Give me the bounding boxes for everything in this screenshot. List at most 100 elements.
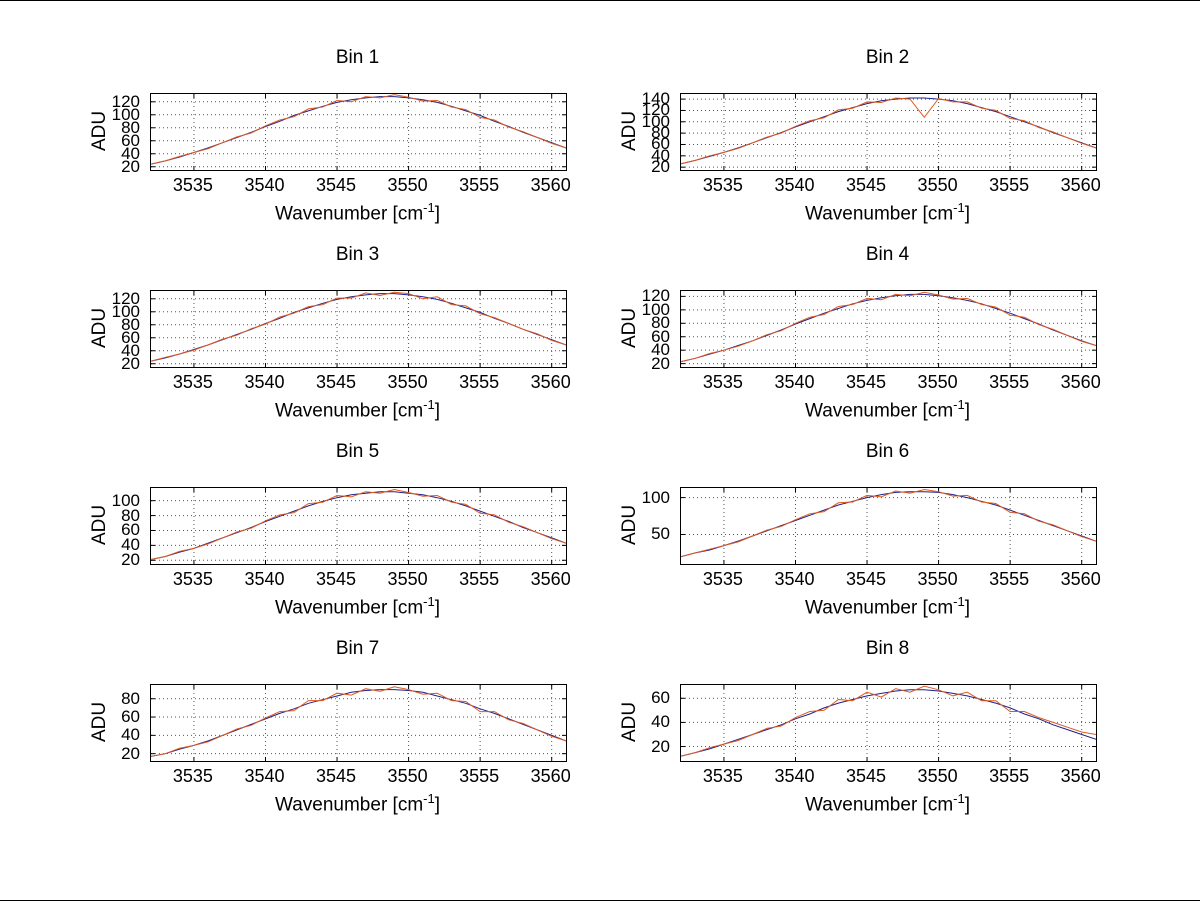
y-tick-label: 20 — [651, 353, 670, 373]
y-tick-label: 50 — [651, 524, 670, 544]
x-axis-label-sup: -1 — [423, 200, 435, 215]
y-tick-labels: 20 40 60 80 100 120 — [100, 91, 144, 175]
plot-svg — [681, 488, 1096, 564]
x-tick-labels: 3535 3540 3545 3550 3555 3560 — [680, 372, 1101, 394]
x-tick-label: 3550 — [387, 175, 428, 195]
x-axis-label-text: Wavenumber [cm — [274, 597, 424, 619]
plot-area — [680, 487, 1097, 565]
plot-svg — [151, 488, 566, 564]
subplot-bin-6: Bin 6 ADU 50 100 3535 3540 3545 3550 3555 3560… — [619, 437, 1150, 635]
x-tick-label: 3550 — [917, 569, 958, 589]
y-tick-labels: 50 100 — [630, 487, 674, 563]
x-tick-labels: 3535 3540 3545 3550 3555 3560 — [680, 569, 1101, 591]
subplot-title: Bin 7 — [335, 638, 380, 659]
plot-svg — [681, 291, 1096, 367]
plot-area — [150, 290, 567, 368]
x-tick-label: 3555 — [989, 766, 1030, 786]
x-tick-label: 3550 — [387, 372, 428, 392]
series-line-measured — [151, 291, 566, 362]
x-axis-label-sup: -1 — [423, 791, 435, 806]
subplot-bin-8: Bin 8 ADU 20 40 60 3535 3540 3545 3550 3555 356… — [619, 634, 1150, 832]
subplot-bin-1: Bin 1 ADU 20 40 60 80 100 120 3535 3540 3545 355… — [89, 43, 620, 241]
y-tick-label: 40 — [121, 143, 140, 163]
subplot-title: Bin 8 — [865, 638, 910, 659]
y-tick-label: 40 — [121, 535, 140, 555]
x-axis-label-close: ] — [434, 794, 440, 816]
y-tick-label: 80 — [121, 314, 140, 334]
y-tick-label: 100 — [111, 301, 140, 321]
x-tick-label: 3535 — [702, 569, 743, 589]
series-line-measured — [681, 97, 1096, 165]
y-tick-label: 100 — [641, 299, 670, 319]
x-tick-label: 3540 — [244, 175, 285, 195]
y-tick-labels: 20 40 60 — [630, 684, 674, 760]
x-tick-label: 3535 — [702, 175, 743, 195]
x-tick-labels: 3535 3540 3545 3550 3555 3560 — [150, 766, 571, 788]
y-tick-label: 120 — [641, 286, 670, 306]
y-tick-label: 60 — [121, 707, 140, 727]
x-tick-label: 3545 — [846, 372, 887, 392]
y-tick-label: 40 — [651, 712, 670, 732]
x-axis-label-sup: -1 — [953, 200, 965, 215]
series-line-measured — [681, 488, 1096, 558]
x-tick-labels: 3535 3540 3545 3550 3555 3560 — [680, 175, 1101, 197]
x-tick-labels: 3535 3540 3545 3550 3555 3560 — [680, 766, 1101, 788]
x-tick-label: 3560 — [1060, 569, 1101, 589]
y-tick-label: 100 — [111, 490, 140, 510]
subplot-bin-3: Bin 3 ADU 20 40 60 80 100 120 3535 3540 3545 355… — [89, 240, 620, 438]
plot-svg — [681, 94, 1096, 170]
subplot-title: Bin 5 — [335, 441, 380, 462]
y-tick-label: 20 — [121, 156, 140, 176]
y-tick-label: 60 — [121, 327, 140, 347]
y-tick-label: 20 — [121, 353, 140, 373]
x-axis-label-text: Wavenumber [cm — [274, 794, 424, 816]
x-tick-label: 3555 — [989, 569, 1030, 589]
plot-svg — [151, 291, 566, 367]
x-tick-label: 3545 — [316, 766, 357, 786]
y-tick-labels: 20 40 60 80 — [100, 684, 144, 762]
plot-area — [150, 684, 567, 762]
x-axis-label-text: Wavenumber [cm — [274, 400, 424, 422]
x-axis-label-close: ] — [964, 400, 970, 422]
plot-area — [150, 487, 567, 565]
x-tick-label: 3550 — [917, 766, 958, 786]
series-line-measured — [151, 488, 566, 560]
x-tick-label: 3540 — [244, 766, 285, 786]
series-line-measured — [151, 686, 566, 757]
subplot-bin-4: Bin 4 ADU 20 40 60 80 100 120 3535 3540 3545 355… — [619, 240, 1150, 438]
x-axis-label-text: Wavenumber [cm — [804, 597, 954, 619]
x-tick-label: 3560 — [530, 766, 571, 786]
x-tick-label: 3535 — [172, 569, 213, 589]
x-tick-label: 3545 — [846, 569, 887, 589]
y-tick-label: 20 — [651, 736, 670, 756]
y-tick-label: 40 — [651, 145, 670, 165]
x-tick-label: 3550 — [917, 175, 958, 195]
x-axis-label-text: Wavenumber [cm — [804, 794, 954, 816]
y-tick-label: 120 — [111, 91, 140, 111]
x-axis-label-close: ] — [434, 597, 440, 619]
plot-svg — [681, 685, 1096, 761]
y-tick-labels: 20 40 60 80 100 120 — [630, 286, 674, 371]
x-axis-label-sup: -1 — [953, 397, 965, 412]
x-tick-label: 3555 — [459, 372, 500, 392]
x-tick-label: 3535 — [702, 372, 743, 392]
x-tick-label: 3545 — [316, 175, 357, 195]
subplot-title: Bin 1 — [335, 47, 380, 68]
y-tick-label: 60 — [651, 688, 670, 708]
y-tick-label: 20 — [121, 550, 140, 570]
x-tick-label: 3540 — [774, 766, 815, 786]
x-axis-label: Wavenumber [cm-1] — [680, 397, 1095, 422]
x-tick-label: 3535 — [172, 372, 213, 392]
y-tick-label: 20 — [651, 157, 670, 177]
series-line-measured — [681, 291, 1096, 363]
x-axis-label: Wavenumber [cm-1] — [150, 594, 565, 619]
y-tick-label: 140 — [641, 89, 670, 109]
x-axis-label: Wavenumber [cm-1] — [680, 594, 1095, 619]
x-axis-label-close: ] — [434, 203, 440, 225]
x-tick-label: 3550 — [917, 372, 958, 392]
x-tick-label: 3535 — [172, 766, 213, 786]
plot-svg — [151, 94, 566, 170]
y-tick-labels: 20 40 60 80 100 120 — [100, 290, 144, 372]
x-tick-label: 3545 — [316, 569, 357, 589]
